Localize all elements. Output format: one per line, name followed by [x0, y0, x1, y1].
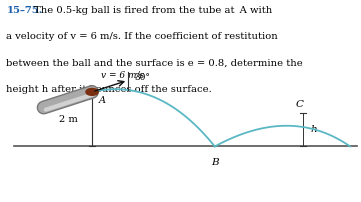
Text: between the ball and the surface is e = 0.8, determine the: between the ball and the surface is e = … [6, 59, 303, 68]
Text: B: B [211, 158, 219, 167]
Text: h: h [310, 125, 317, 134]
Text: 2 m: 2 m [59, 115, 78, 124]
Text: 15–75.: 15–75. [6, 6, 43, 15]
Text: A: A [99, 96, 105, 105]
Text: The 0.5-kg ball is fired from the tube at  A with: The 0.5-kg ball is fired from the tube a… [34, 6, 273, 15]
Text: a velocity of v = 6 m/s. If the coefficient of restitution: a velocity of v = 6 m/s. If the coeffici… [6, 32, 278, 41]
Text: C: C [296, 100, 304, 109]
Text: v = 6 m/s: v = 6 m/s [101, 71, 144, 80]
Text: 30°: 30° [135, 73, 151, 82]
Circle shape [86, 88, 98, 95]
Text: height h after it bounces off the surface.: height h after it bounces off the surfac… [6, 85, 212, 94]
